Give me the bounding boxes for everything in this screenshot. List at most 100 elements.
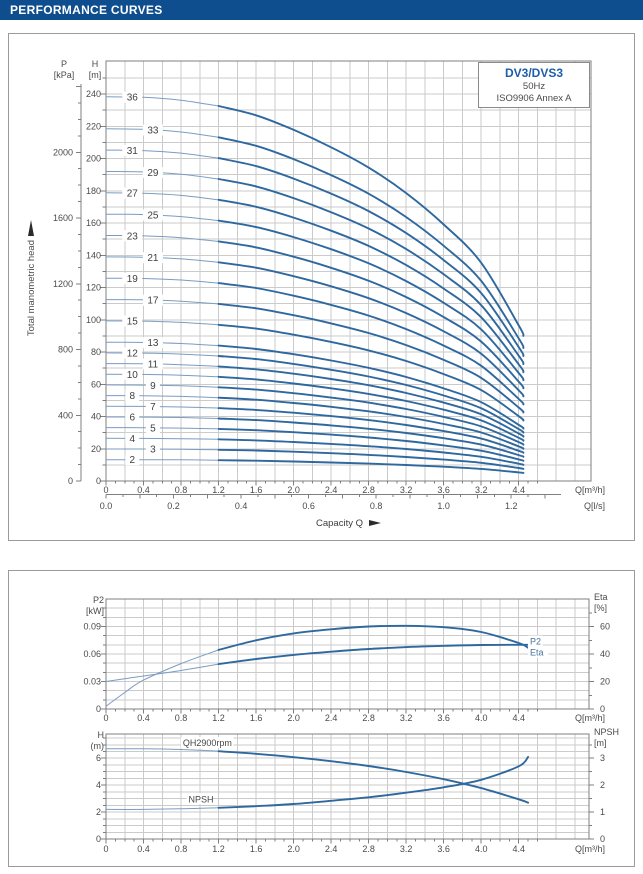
svg-text:80: 80 [91, 347, 101, 357]
arrow-up-icon [28, 220, 34, 236]
svg-text:240: 240 [86, 89, 101, 99]
svg-text:0.09: 0.09 [83, 622, 101, 632]
svg-text:0: 0 [103, 844, 108, 854]
svg-text:4.4: 4.4 [512, 713, 525, 723]
svg-text:33: 33 [147, 125, 159, 136]
main-curves-panel: 0 400 800 1200 1600 2000 0 20 40 60 80 100 120 140 160… [8, 33, 635, 541]
svg-text:Eta: Eta [530, 648, 544, 658]
svg-text:27: 27 [127, 189, 139, 200]
svg-text:Eta: Eta [594, 592, 608, 602]
svg-text:2.8: 2.8 [362, 844, 375, 854]
svg-text:6: 6 [129, 413, 135, 424]
svg-text:NPSH: NPSH [189, 794, 214, 804]
svg-text:9: 9 [150, 381, 156, 392]
svg-text:3: 3 [600, 753, 605, 763]
svg-text:[m]: [m] [594, 738, 607, 748]
svg-text:0.4: 0.4 [137, 713, 150, 723]
svg-text:Q[m³/h]: Q[m³/h] [575, 844, 605, 854]
svg-text:4.4: 4.4 [512, 485, 525, 495]
svg-text:[kW]: [kW] [86, 606, 104, 616]
legend-frequency: 50Hz [522, 81, 546, 92]
svg-text:0: 0 [96, 476, 101, 486]
svg-text:100: 100 [86, 315, 101, 325]
svg-text:2.4: 2.4 [325, 713, 338, 723]
svg-text:400: 400 [58, 410, 73, 420]
svg-text:3.2: 3.2 [475, 485, 488, 495]
svg-text:1.2: 1.2 [212, 713, 225, 723]
chart-legend: DV3/DVS3 50Hz ISO9906 Annex A [478, 62, 590, 108]
svg-text:17: 17 [147, 296, 159, 307]
x-axis-title: Capacity Q [106, 518, 591, 529]
svg-text:2.4: 2.4 [325, 485, 338, 495]
svg-text:31: 31 [127, 146, 139, 157]
svg-text:13: 13 [147, 338, 159, 349]
svg-text:8: 8 [129, 391, 135, 402]
x-axis-title-text: Capacity Q [316, 518, 363, 529]
svg-text:2.8: 2.8 [362, 485, 375, 495]
svg-text:140: 140 [86, 250, 101, 260]
svg-text:(m): (m) [91, 741, 105, 751]
svg-text:2.0: 2.0 [287, 844, 300, 854]
svg-text:Q[m³/h]: Q[m³/h] [575, 485, 605, 495]
svg-text:40: 40 [91, 412, 101, 422]
legend-model: DV3/DVS3 [504, 66, 564, 80]
svg-text:0.06: 0.06 [83, 649, 101, 659]
svg-text:0.4: 0.4 [235, 501, 248, 511]
svg-text:0.4: 0.4 [137, 844, 150, 854]
svg-text:Q[m³/h]: Q[m³/h] [575, 713, 605, 723]
svg-text:P2: P2 [93, 595, 104, 605]
svg-text:23: 23 [127, 231, 139, 242]
svg-text:0.03: 0.03 [83, 677, 101, 687]
svg-text:0.8: 0.8 [175, 713, 188, 723]
svg-text:0: 0 [103, 713, 108, 723]
svg-text:0.8: 0.8 [370, 501, 383, 511]
svg-text:3: 3 [150, 445, 156, 456]
svg-text:0: 0 [68, 476, 73, 486]
svg-text:2.0: 2.0 [287, 485, 300, 495]
svg-text:4: 4 [129, 434, 135, 445]
svg-text:H: H [98, 730, 105, 740]
qh-multistage-chart: 0400800120016002000020406080100120140160… [53, 59, 605, 511]
legend-standard: ISO9906 Annex A [496, 93, 572, 104]
svg-text:5: 5 [150, 423, 156, 434]
svg-text:NPSH: NPSH [594, 727, 619, 737]
svg-text:25: 25 [147, 211, 159, 222]
svg-text:2: 2 [129, 455, 135, 466]
svg-text:3.6: 3.6 [437, 485, 450, 495]
svg-text:36: 36 [127, 93, 139, 104]
svg-text:29: 29 [147, 168, 159, 179]
svg-text:1.2: 1.2 [212, 844, 225, 854]
svg-text:1: 1 [600, 807, 605, 817]
svg-text:15: 15 [127, 317, 139, 328]
svg-text:1.6: 1.6 [250, 485, 263, 495]
svg-text:40: 40 [600, 649, 610, 659]
svg-text:2: 2 [600, 780, 605, 790]
svg-text:1.6: 1.6 [250, 713, 263, 723]
svg-text:7: 7 [150, 402, 156, 413]
svg-text:3.2: 3.2 [400, 485, 413, 495]
svg-text:11: 11 [148, 359, 159, 370]
arrow-right-icon [369, 520, 381, 527]
svg-text:2.4: 2.4 [325, 844, 338, 854]
svg-text:H: H [92, 59, 99, 69]
svg-text:200: 200 [86, 154, 101, 164]
page-title: PERFORMANCE CURVES [10, 3, 163, 17]
svg-text:220: 220 [86, 121, 101, 131]
svg-text:0: 0 [103, 485, 108, 495]
page-header: PERFORMANCE CURVES [0, 0, 643, 20]
svg-text:1200: 1200 [53, 279, 73, 289]
y-axis-title-text: Total manometric head [25, 240, 37, 337]
svg-text:1.0: 1.0 [437, 501, 450, 511]
svg-text:1.6: 1.6 [250, 844, 263, 854]
svg-text:12: 12 [127, 349, 139, 360]
svg-text:2: 2 [96, 807, 101, 817]
svg-text:P: P [61, 59, 67, 69]
power-npsh-panel: 0 0.03 0.06 0.09 0 20 40 60 0 0.4 0.8 1.2 1.6 2.0 2.4 2… [8, 570, 635, 867]
svg-text:19: 19 [127, 274, 139, 285]
svg-text:0.8: 0.8 [175, 844, 188, 854]
svg-text:4.4: 4.4 [512, 844, 525, 854]
svg-text:4.0: 4.0 [475, 844, 488, 854]
svg-text:0.0: 0.0 [100, 501, 113, 511]
svg-text:[kPa]: [kPa] [54, 70, 75, 80]
